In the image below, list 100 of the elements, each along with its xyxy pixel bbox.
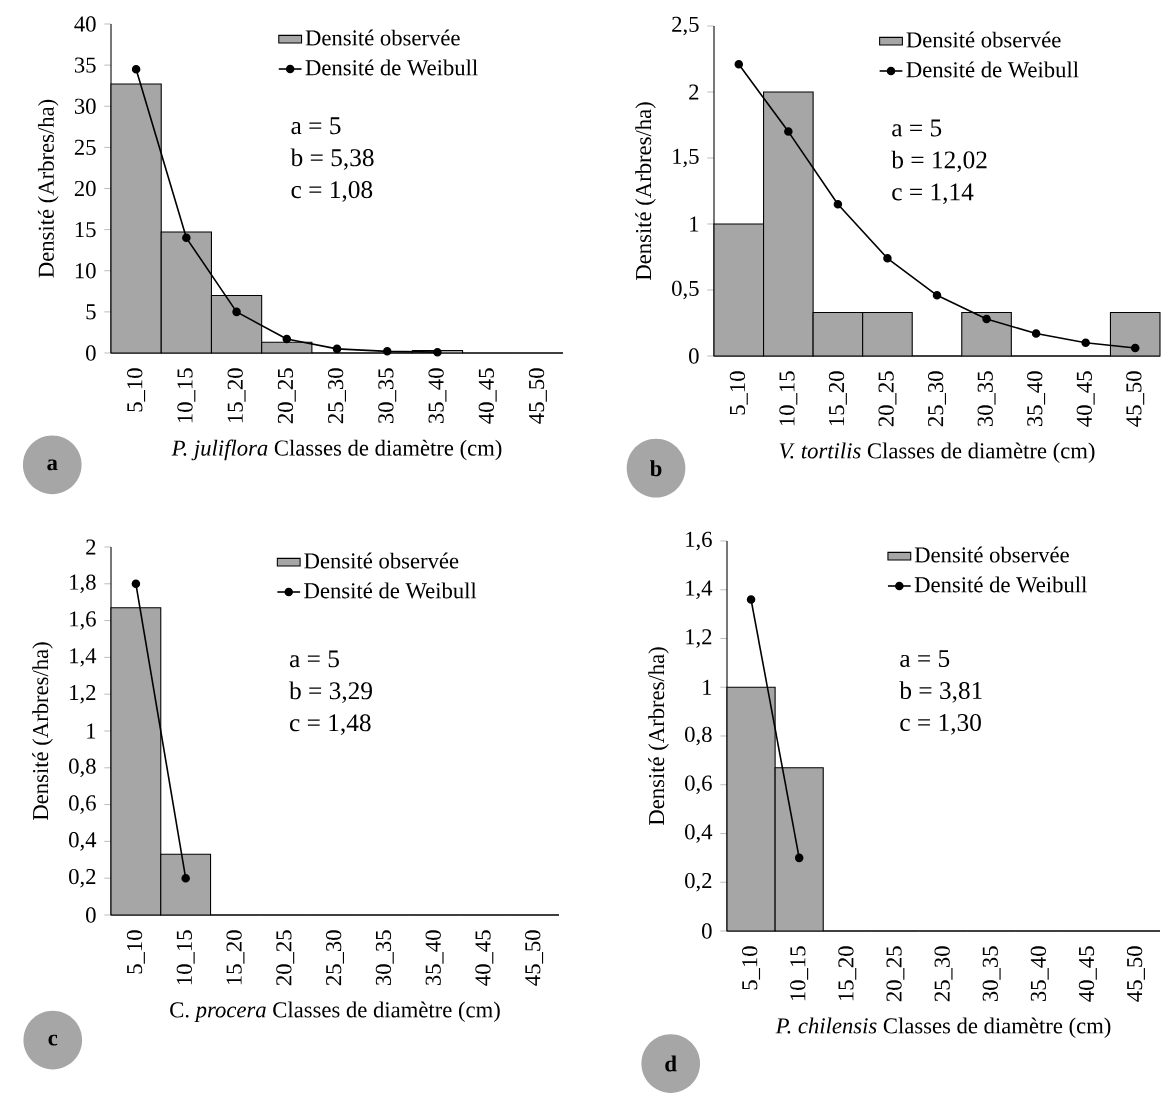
x-tick-label: 10_15 [177, 368, 196, 423]
text: a [47, 459, 58, 471]
legend-label: Densité observée [906, 31, 1061, 48]
annotation: b = 12,02 [891, 150, 987, 173]
y-tick-label: 2 [689, 84, 699, 100]
y-tick-label: 10 [75, 263, 96, 279]
y-tick-label: 0,2 [685, 872, 712, 892]
y-tick-label: 0,8 [69, 758, 96, 778]
x-tick-label: 40_45 [1076, 371, 1095, 427]
x-tick-label: 25_30 [326, 930, 344, 986]
y-tick-label: 0,6 [685, 775, 712, 795]
y-axis-title: Densité (Arbres/ha) [648, 647, 669, 826]
point [182, 233, 191, 243]
x-axis-title: V. tortilis Classes de diamètre (cm) [779, 442, 1095, 464]
y-axis-title: Densité (Arbres/ha) [635, 102, 656, 281]
y-tick-label: 2,5 [672, 16, 699, 36]
y-tick-label: 1,2 [686, 629, 712, 648]
annotation: a = 5 [892, 119, 942, 137]
legend-label: Densité de Weibull [305, 59, 478, 76]
x-tick-label: 40_45 [478, 368, 497, 424]
y-tick-label: 25 [74, 139, 96, 156]
y-tick-label: 40 [74, 16, 96, 32]
x-tick-label: 5_10 [742, 946, 761, 990]
point [282, 334, 292, 344]
y-tick-label: 0,4 [685, 824, 713, 843]
point [734, 60, 744, 69]
x-tick-label: 15_20 [828, 371, 847, 426]
x-tick-label: 5_10 [126, 930, 145, 974]
point [382, 347, 392, 356]
annotation: b = 3,81 [899, 681, 982, 703]
legend-label: Densité de Weibull [304, 582, 477, 599]
annotation: a = 5 [289, 650, 339, 668]
point [232, 307, 241, 317]
legend-label: Densité de Weibull [906, 61, 1079, 78]
x-tick-label: 45_50 [528, 368, 547, 424]
annotation: c = 1,48 [290, 714, 371, 735]
x-tick-label: 35_40 [425, 930, 444, 986]
x-tick-label: 10_15 [779, 371, 798, 426]
text: b [650, 460, 662, 477]
annotation: c = 1,14 [892, 183, 974, 205]
point [332, 344, 342, 354]
y-tick-label: 20 [74, 180, 96, 197]
point [131, 65, 141, 74]
x-tick-label: 25_30 [934, 946, 953, 1002]
x-tick-label: 40_45 [1078, 946, 1097, 1002]
x-tick-label: 45_50 [1126, 946, 1145, 1002]
x-tick-label: 35_40 [428, 368, 447, 424]
y-tick-label: 0,2 [69, 868, 96, 888]
y-tick-label: 1,5 [673, 148, 699, 168]
point [1031, 329, 1041, 338]
annotation: b = 5,38 [290, 148, 374, 170]
point [932, 291, 942, 300]
y-tick-label: 15 [75, 222, 96, 238]
y-tick-label: 1,4 [686, 580, 713, 599]
legend-label: Densité de Weibull [914, 576, 1087, 593]
x-tick-label: 35_40 [1027, 371, 1046, 427]
y-tick-label: 30 [74, 98, 96, 114]
x-tick-label: 15_20 [226, 930, 245, 985]
annotation: c = 1,08 [291, 181, 373, 202]
y-tick-label: 0,4 [69, 832, 97, 851]
x-tick-label: 20_25 [878, 371, 897, 427]
legend-label: Densité observée [304, 552, 459, 569]
y-tick-label: 0 [86, 345, 96, 361]
x-tick-label: 45_50 [525, 930, 544, 986]
y-tick-label: 0 [86, 907, 96, 923]
x-axis-title: C. procera Classes de diamètre (cm) [170, 1001, 500, 1023]
y-tick-label: 1 [87, 723, 96, 739]
x-tick-label: 5_10 [127, 368, 146, 412]
y-tick-label: 1,6 [686, 531, 712, 551]
x-tick-label: 30_35 [977, 371, 996, 427]
point [1081, 338, 1090, 348]
y-tick-label: 35 [74, 57, 96, 73]
point [982, 314, 991, 324]
y-tick-label: 0,8 [685, 726, 712, 746]
legend-label: Densité observée [914, 546, 1069, 563]
y-tick-label: 2 [86, 539, 96, 555]
y-tick-label: 1,4 [70, 648, 97, 667]
y-tick-label: 0 [702, 923, 712, 939]
annotation: c = 1,30 [900, 714, 981, 735]
x-tick-label: 15_20 [838, 946, 857, 1001]
x-tick-label: 45_50 [1126, 371, 1145, 427]
y-tick-label: 0,6 [69, 795, 96, 814]
x-tick-label: 30_35 [982, 946, 1001, 1002]
x-tick-label: 30_35 [375, 930, 394, 986]
x-tick-label: 10_15 [176, 930, 195, 985]
y-tick-label: 1 [690, 216, 699, 232]
y-tick-label: 0,5 [672, 280, 699, 300]
x-tick-label: 25_30 [928, 371, 946, 427]
x-tick-label: 30_35 [378, 368, 397, 424]
y-tick-label: 1 [703, 679, 712, 695]
text: c [48, 1034, 58, 1046]
point [1130, 343, 1140, 353]
annotation: b = 3,29 [289, 681, 372, 703]
y-axis-title: Densité (Arbres/ha) [37, 99, 59, 278]
x-tick-label: 40_45 [475, 930, 494, 986]
text: d [665, 1055, 677, 1072]
point [433, 347, 442, 357]
y-tick-label: 1,8 [70, 574, 96, 594]
y-tick-label: 1,6 [70, 611, 96, 630]
annotation: a = 5 [900, 650, 950, 668]
